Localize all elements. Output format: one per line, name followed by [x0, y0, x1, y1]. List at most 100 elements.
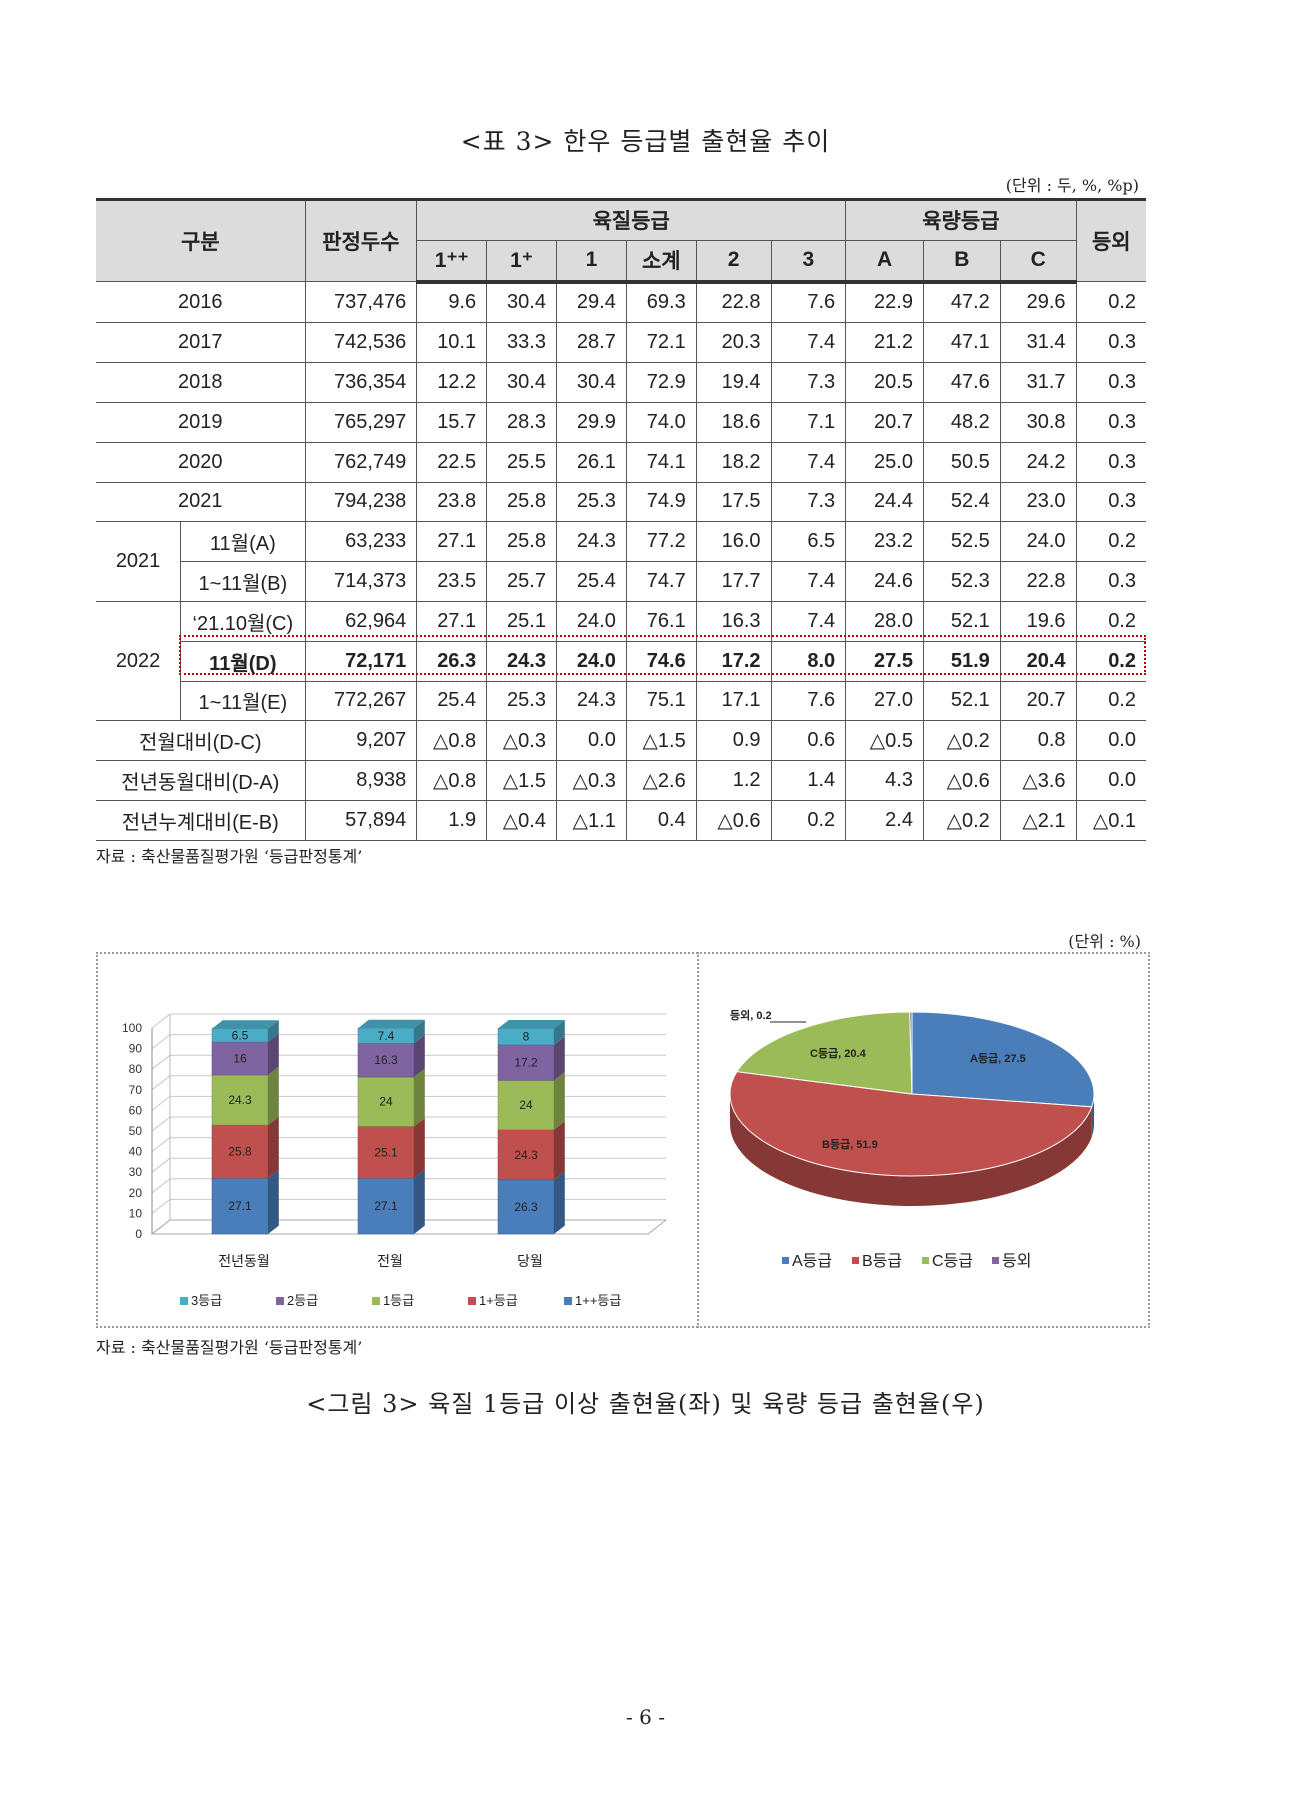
gridline-side: [151, 1054, 171, 1070]
gridline-side: [151, 1096, 171, 1111]
data-label: 27.1: [374, 1199, 398, 1213]
category-label: 전년동월: [218, 1253, 270, 1269]
table-cell: 9,207: [304, 720, 418, 762]
table-cell: △0.8: [416, 720, 488, 762]
row-label: 전년동월대비(D-A): [96, 760, 306, 801]
table-cell: 17.2: [695, 640, 772, 682]
table-cell: 24.3: [486, 640, 557, 682]
table-cell: 765,297: [304, 401, 418, 443]
table-row: 2021 794,238 23.8 25.8 25.3 74.9 17.5 7.3 24.4 52…: [96, 481, 1146, 523]
table-cell: 28.3: [486, 401, 557, 443]
table-cell: 24.4: [845, 481, 924, 523]
table-cell: 47.2: [922, 281, 1001, 324]
legend-label: 1등급: [383, 1293, 414, 1308]
table-row: 전년동월대비(D-A) 8,938 △0.8 △1.5 △0.3 △2.6 1.2 1.4 4.…: [96, 760, 1146, 801]
header-sub: 소계: [625, 239, 697, 284]
table-cell: 8.0: [770, 640, 847, 682]
table-cell: 31.4: [999, 322, 1077, 364]
table-cell: 63,233: [304, 521, 418, 563]
y-tick-label: 40: [129, 1145, 143, 1159]
table-cell: 18.2: [695, 441, 772, 483]
table-cell: △0.1: [1075, 799, 1146, 841]
pie-slice: [909, 1011, 913, 1095]
slice-label: C등급, 20.4: [810, 1047, 867, 1060]
header-sub: A: [845, 239, 924, 284]
table-cell: 762,749: [304, 441, 418, 483]
table-cell: 27.1: [416, 521, 488, 563]
data-label: 7.4: [378, 1029, 395, 1043]
row-label: 11월(A): [180, 521, 306, 563]
table-cell: 20.3: [695, 322, 772, 364]
row-label: 2019: [96, 401, 306, 443]
legend-label: 1++등급: [575, 1293, 621, 1308]
table-cell: 0.0: [1075, 760, 1146, 801]
table-cell: 15.7: [416, 401, 488, 443]
pie-slice-side: [730, 1094, 1092, 1206]
category-label: 당월: [517, 1253, 543, 1269]
table-row: 2022 ‘21.10월(C) 62,964 27.1 25.1 24.0 76.1 16.3…: [96, 600, 1146, 722]
row-label: 전월대비(D-C): [96, 720, 306, 762]
legend-swatch: [922, 1257, 929, 1264]
y-tick-label: 0: [135, 1227, 142, 1241]
table-cell: 57,894: [304, 799, 418, 841]
table-cell: 24.0: [555, 600, 627, 642]
table-cell: 7.3: [770, 481, 847, 523]
table-cell: 0.6: [770, 720, 847, 762]
table-cell: 28.7: [555, 322, 627, 364]
table-cell: 7.1: [770, 401, 847, 443]
table-cell: 7.4: [770, 322, 847, 364]
gridline-side: [151, 1013, 171, 1029]
data-label: 27.1: [228, 1199, 252, 1213]
row-label: 전년누계대비(E-B): [96, 799, 306, 841]
table-cell: △0.8: [416, 760, 488, 801]
table-cell: 0.3: [1075, 481, 1146, 523]
table-cell: 72.1: [625, 322, 697, 364]
y-tick-label: 80: [129, 1062, 143, 1076]
table-cell: 20.5: [845, 362, 924, 403]
table-cell: 23.5: [416, 561, 488, 602]
table-cell: 1.4: [770, 760, 847, 801]
legend-label: 3등급: [191, 1293, 222, 1308]
header-sub: 1⁺⁺: [416, 239, 488, 284]
table-cell: 0.2: [770, 799, 847, 841]
table-cell: 7.6: [770, 281, 847, 324]
bar-segment: 27.1: [357, 1169, 425, 1235]
row-label: 2020: [96, 441, 306, 483]
legend-label: 2등급: [287, 1293, 318, 1308]
table-cell: 69.3: [625, 281, 697, 324]
header-sub: B: [922, 239, 1001, 284]
legend-swatch: [782, 1257, 789, 1264]
data-label: 6.5: [232, 1028, 249, 1042]
table-cell: 74.1: [625, 441, 697, 483]
table-cell: 21.2: [845, 322, 924, 364]
table-cell: 0.0: [555, 720, 627, 762]
figure-unit: (단위 : %): [1068, 932, 1141, 951]
legend-label: C등급: [932, 1253, 973, 1270]
slice-label: 등외, 0.2: [730, 1008, 772, 1022]
table-cell: 28.0: [845, 600, 924, 642]
table-cell: 52.1: [922, 600, 1001, 642]
table-cell: 0.3: [1075, 441, 1146, 483]
table-cell: 31.7: [999, 362, 1077, 403]
table-cell: 1.2: [695, 760, 772, 801]
table-cell: 10.1: [416, 322, 488, 364]
table-cell: 25.4: [555, 561, 627, 602]
table-cell: 30.4: [555, 362, 627, 403]
table-cell: 0.9: [695, 720, 772, 762]
pie-slice: [736, 1011, 913, 1095]
bar-segment: 25.1: [357, 1118, 425, 1179]
page-number: - 6 -: [626, 1705, 665, 1729]
table-cell: 18.6: [695, 401, 772, 443]
table-cell: △0.6: [695, 799, 772, 841]
pie-slice: [729, 1071, 1093, 1177]
table-cell: 0.2: [1075, 600, 1146, 642]
bar-segment: 7.4: [357, 1019, 425, 1044]
y-tick-label: 30: [129, 1165, 143, 1179]
table-cell: 24.6: [845, 561, 924, 602]
table-cell: 24.0: [999, 521, 1077, 563]
legend-label: 등외: [1002, 1252, 1031, 1270]
data-label: 26.3: [514, 1200, 538, 1214]
table-cell: 772,267: [304, 680, 418, 722]
header-group: 구분: [96, 197, 306, 283]
table-cell: 794,238: [304, 481, 418, 523]
